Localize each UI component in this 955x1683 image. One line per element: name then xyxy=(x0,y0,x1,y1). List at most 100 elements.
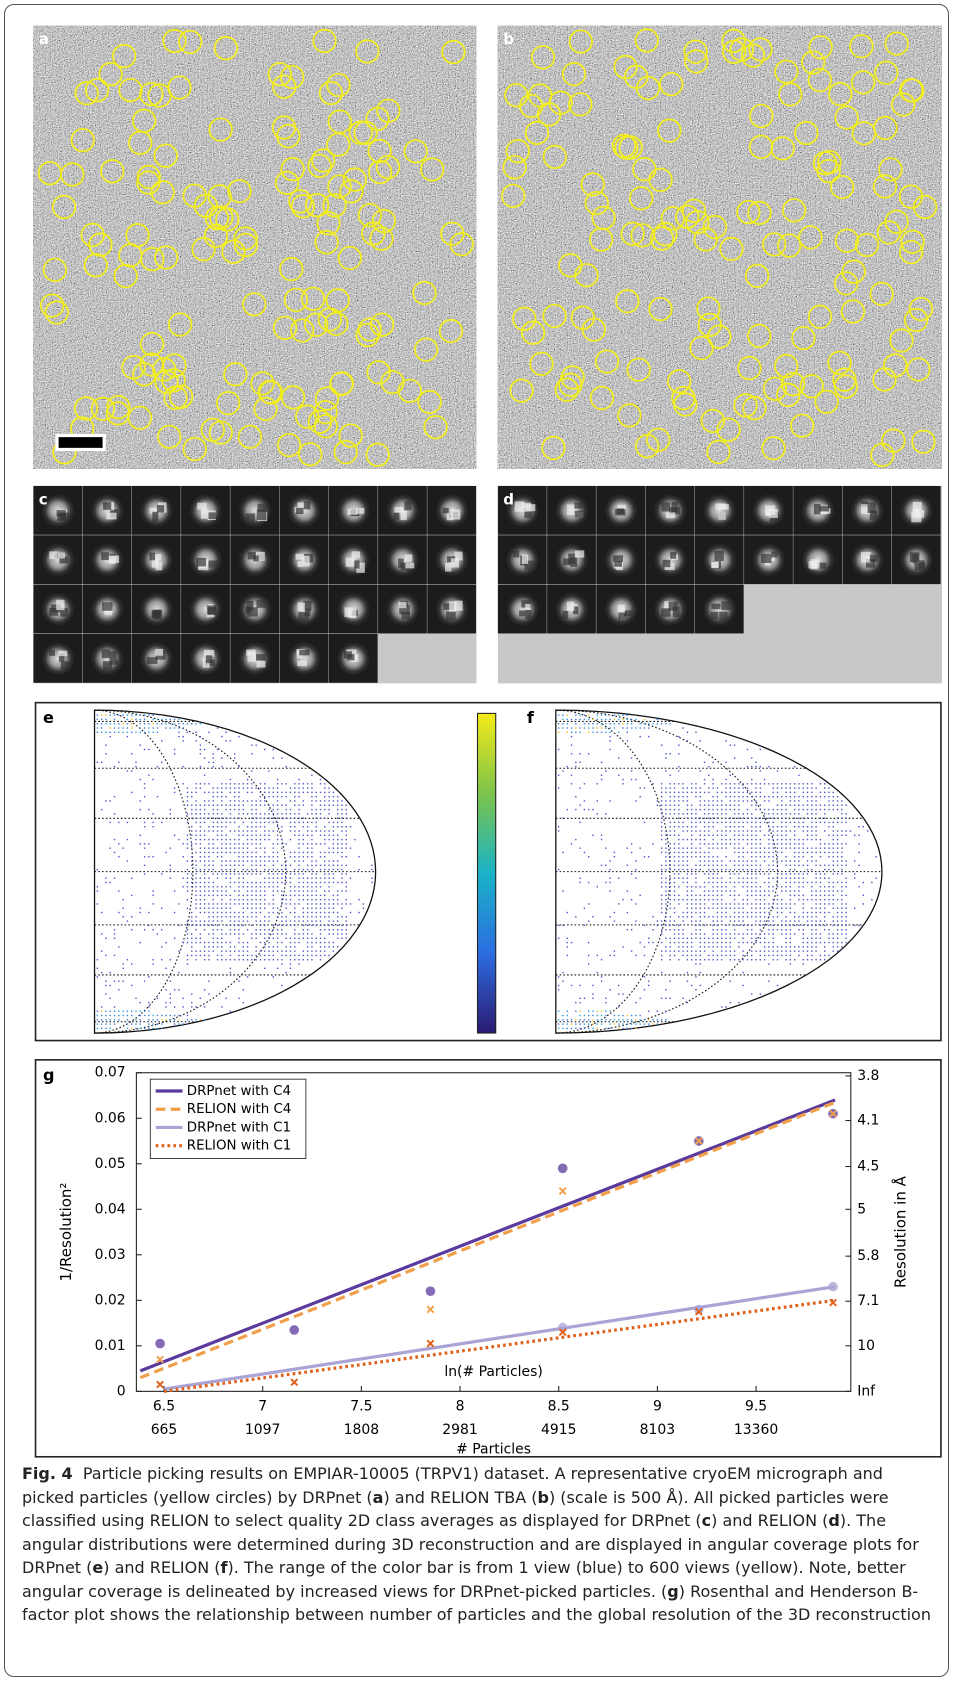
view-dot xyxy=(601,839,602,840)
view-dot xyxy=(575,714,576,715)
caption-ref: b xyxy=(538,1488,549,1507)
view-dot xyxy=(785,925,786,926)
view-dot xyxy=(324,899,325,900)
view-dot xyxy=(243,852,244,853)
view-dot xyxy=(764,852,765,853)
view-dot xyxy=(230,779,231,780)
view-dot xyxy=(803,938,804,939)
view-dot xyxy=(635,779,636,780)
view-dot xyxy=(165,852,166,853)
view-dot xyxy=(837,912,838,913)
view-dot xyxy=(182,998,183,999)
view-dot xyxy=(751,933,752,934)
view-dot xyxy=(704,856,705,857)
view-dot xyxy=(195,895,196,896)
view-dot xyxy=(320,912,321,913)
view-dot xyxy=(785,950,786,951)
view-dot xyxy=(131,963,132,964)
view-dot xyxy=(687,805,688,806)
view-dot xyxy=(755,792,756,793)
view-dot xyxy=(760,886,761,887)
view-dot xyxy=(268,835,269,836)
view-dot xyxy=(191,817,192,818)
view-dot xyxy=(730,908,731,909)
view-dot xyxy=(575,762,576,763)
view-dot xyxy=(571,1023,572,1024)
class-blob xyxy=(41,641,75,675)
view-dot xyxy=(725,882,726,883)
view-dot xyxy=(712,955,713,956)
view-dot xyxy=(208,920,209,921)
view-dot xyxy=(311,787,312,788)
view-dot xyxy=(170,869,171,870)
view-dot xyxy=(290,878,291,879)
view-dot xyxy=(178,1023,179,1024)
view-dot xyxy=(208,762,209,763)
view-dot xyxy=(773,830,774,831)
view-dot xyxy=(768,783,769,784)
view-dot xyxy=(747,835,748,836)
view-dot xyxy=(200,950,201,951)
view-dot xyxy=(260,856,261,857)
class-feature xyxy=(394,513,400,520)
view-dot xyxy=(277,839,278,840)
view-dot xyxy=(712,839,713,840)
view-dot xyxy=(320,882,321,883)
view-dot xyxy=(230,972,231,973)
view-dot xyxy=(320,878,321,879)
view-dot xyxy=(191,805,192,806)
data-point xyxy=(289,1325,299,1335)
view-dot xyxy=(281,933,282,934)
view-dot xyxy=(768,865,769,866)
view-dot xyxy=(738,959,739,960)
class-feature xyxy=(525,604,530,610)
view-dot xyxy=(114,719,115,720)
view-dot xyxy=(760,749,761,750)
view-dot xyxy=(152,826,153,827)
view-dot xyxy=(101,1023,102,1024)
view-dot xyxy=(738,839,739,840)
view-dot xyxy=(777,835,778,836)
view-dot xyxy=(316,955,317,956)
view-dot xyxy=(712,925,713,926)
view-dot xyxy=(734,796,735,797)
view-dot xyxy=(260,792,261,793)
view-dot xyxy=(828,852,829,853)
view-dot xyxy=(260,925,261,926)
view-dot xyxy=(614,852,615,853)
view-dot xyxy=(101,912,102,913)
view-dot xyxy=(341,809,342,810)
view-dot xyxy=(670,813,671,814)
view-dot xyxy=(584,852,585,853)
view-dot xyxy=(781,925,782,926)
view-dot xyxy=(255,856,256,857)
view-dot xyxy=(200,749,201,750)
view-dot xyxy=(781,787,782,788)
view-dot xyxy=(742,886,743,887)
view-dot xyxy=(217,826,218,827)
view-dot xyxy=(294,873,295,874)
view-dot xyxy=(371,865,372,866)
view-dot xyxy=(781,955,782,956)
view-dot xyxy=(148,714,149,715)
view-dot xyxy=(230,920,231,921)
view-dot xyxy=(251,882,252,883)
view-dot xyxy=(204,800,205,801)
view-dot xyxy=(682,899,683,900)
view-dot xyxy=(144,719,145,720)
view-dot xyxy=(609,1019,610,1020)
view-dot xyxy=(845,865,846,866)
view-dot xyxy=(824,890,825,891)
view-dot xyxy=(768,817,769,818)
view-dot xyxy=(316,938,317,939)
view-dot xyxy=(324,916,325,917)
view-dot xyxy=(558,749,559,750)
view-dot xyxy=(760,916,761,917)
view-dot xyxy=(635,1015,636,1016)
view-dot xyxy=(824,852,825,853)
view-dot xyxy=(712,929,713,930)
view-dot xyxy=(815,933,816,934)
view-dot xyxy=(161,1023,162,1024)
view-dot xyxy=(815,809,816,810)
view-dot xyxy=(700,830,701,831)
